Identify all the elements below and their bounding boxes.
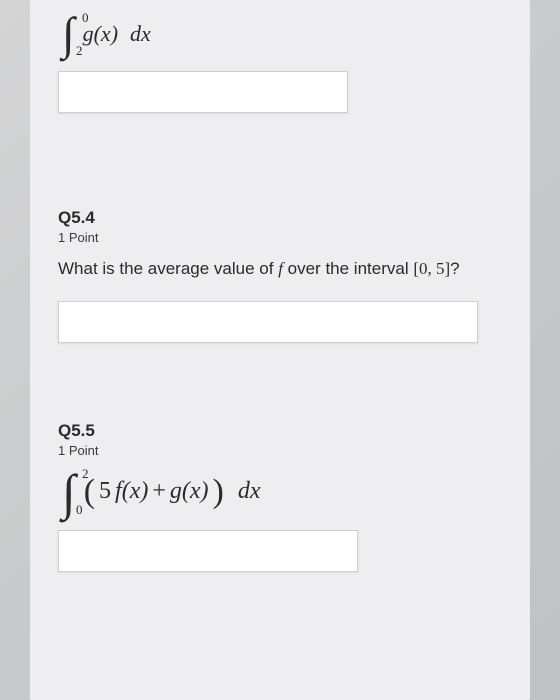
q54-prompt-interval: [0, 5]: [413, 259, 450, 278]
q54-prompt-pre: What is the average value of: [58, 259, 278, 278]
int-sign-icon: ∫: [62, 472, 76, 512]
q55-points: 1 Point: [58, 443, 502, 458]
q55-integral-expression: ∫ 2 0 ( 5f(x) + g(x) ) dx: [62, 472, 502, 512]
q53-answer-input[interactable]: [58, 71, 348, 113]
q54-answer-input[interactable]: [58, 301, 478, 343]
integral-upper-bound: 2: [82, 466, 89, 482]
integral-symbol: ∫ 0 2: [62, 16, 75, 53]
worksheet-page: ∫ 0 2 g(x) dx Q5.4 1 Point What is the a…: [30, 0, 530, 700]
int-sign-icon: ∫: [62, 16, 75, 53]
integral-lower-bound: 2: [76, 43, 83, 59]
differential: dx: [238, 478, 261, 505]
q53-integral-expression: ∫ 0 2 g(x) dx: [62, 16, 502, 53]
term1-coef: 5: [99, 478, 111, 505]
q55-number: Q5.5: [58, 421, 502, 441]
integral-symbol: ∫ 2 0: [62, 472, 76, 512]
differential: dx: [130, 21, 151, 47]
q54-prompt-post: ?: [450, 259, 459, 278]
q54-points: 1 Point: [58, 230, 502, 245]
term1-fn: f(x): [115, 478, 148, 505]
integral-lower-bound: 0: [76, 502, 83, 518]
q54-prompt: What is the average value of f over the …: [58, 259, 502, 279]
q54-prompt-mid: over the interval: [283, 259, 413, 278]
term2-fn: g(x): [170, 478, 209, 505]
q55-answer-input[interactable]: [58, 530, 358, 572]
close-paren-icon: ): [213, 480, 224, 504]
open-paren-icon: (: [84, 480, 95, 504]
q54-number: Q5.4: [58, 208, 502, 228]
integral-upper-bound: 0: [82, 10, 89, 26]
plus-op: +: [152, 478, 166, 505]
